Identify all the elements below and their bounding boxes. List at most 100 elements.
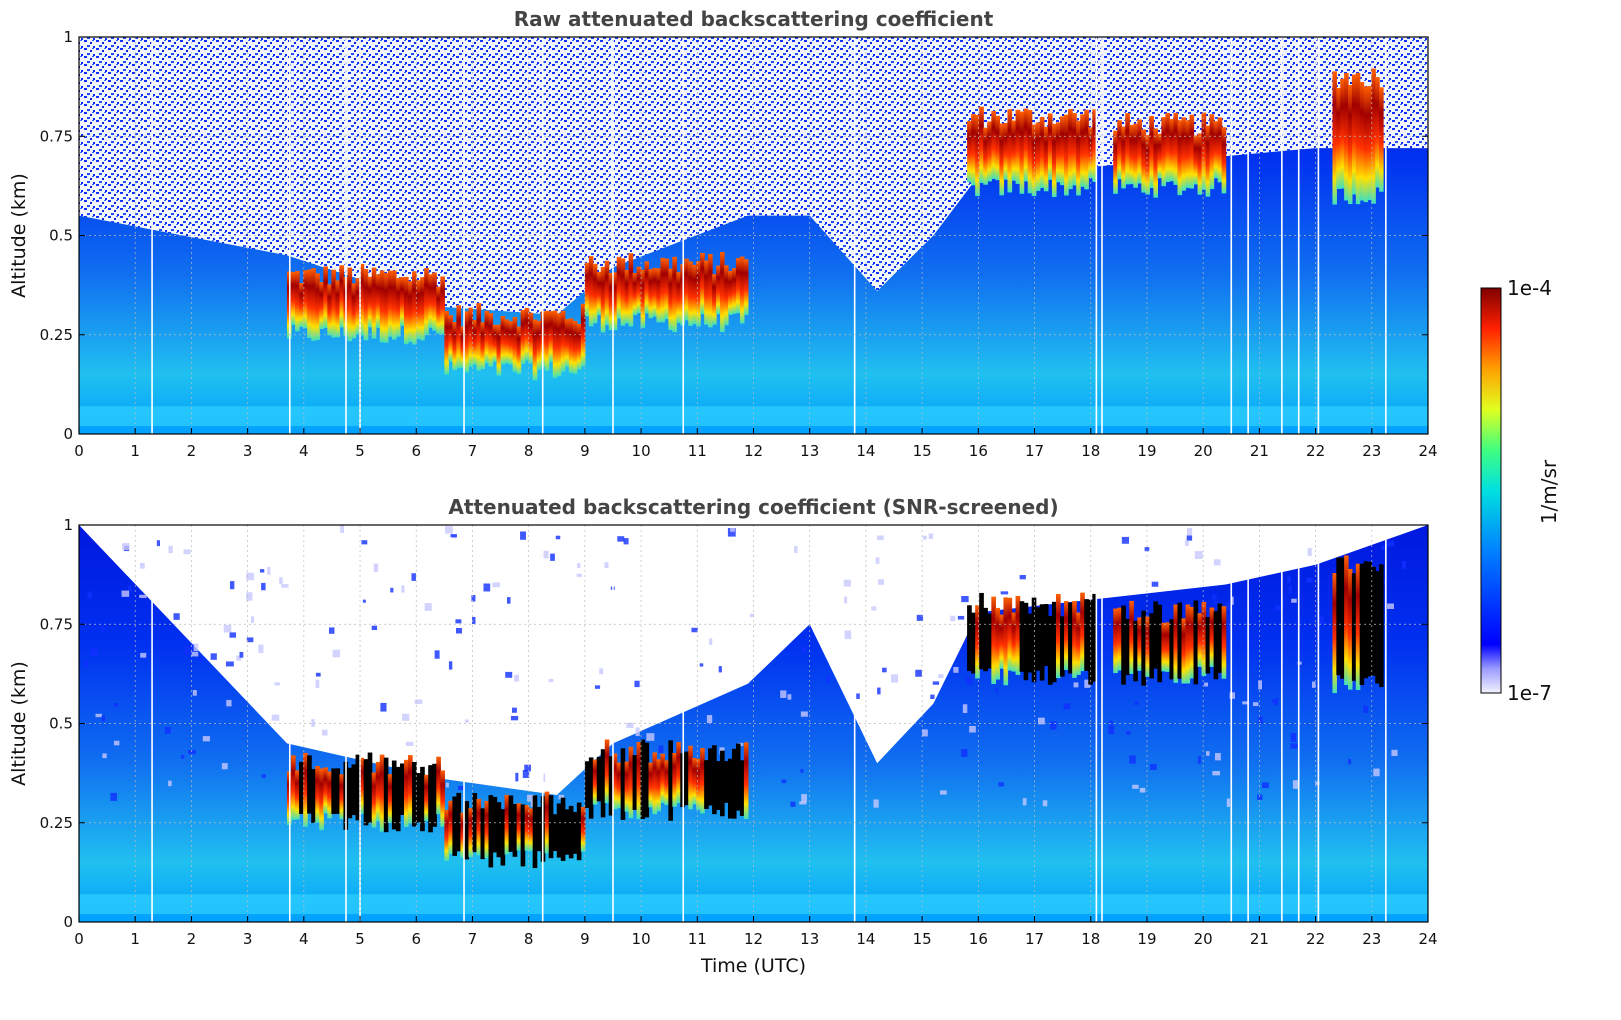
cloud-column xyxy=(432,763,437,827)
cloud-column xyxy=(1221,127,1227,194)
x-tick-label: 22 xyxy=(1306,442,1325,460)
speckle xyxy=(246,637,254,643)
speckle xyxy=(550,553,555,561)
cloud-column xyxy=(1076,612,1081,675)
cloud-column xyxy=(412,271,417,345)
speckle xyxy=(202,736,210,742)
cloud-column xyxy=(504,794,510,855)
cloud-column xyxy=(644,742,650,818)
cloud-column xyxy=(1217,117,1223,183)
speckle xyxy=(1084,679,1091,688)
cloud-column xyxy=(1165,622,1171,672)
cloud-column xyxy=(644,261,650,314)
cloud-column xyxy=(1121,605,1126,685)
cloud-column xyxy=(1363,86,1369,203)
cloud-column xyxy=(339,774,345,820)
cloud-column xyxy=(652,267,658,317)
y-tick-label: 1 xyxy=(63,28,73,46)
cloud-column xyxy=(580,806,586,852)
cloud-column xyxy=(1015,595,1021,675)
cloud-column xyxy=(640,739,646,819)
cloud-column xyxy=(1023,602,1029,681)
cloud-column xyxy=(1068,109,1073,190)
cloud-column xyxy=(1027,110,1033,194)
cloud-column xyxy=(1133,620,1138,682)
speckle xyxy=(1121,536,1130,544)
speckle xyxy=(794,545,798,554)
x-tick-label: 11 xyxy=(688,930,707,948)
cloud-column xyxy=(456,305,462,369)
cloud-column xyxy=(347,767,353,819)
speckle xyxy=(928,533,934,539)
cloud-column xyxy=(468,808,474,858)
cloud-column xyxy=(983,127,988,185)
x-tick-label: 0 xyxy=(74,442,84,460)
cloud-column xyxy=(1197,613,1203,667)
x-tick-label: 8 xyxy=(524,930,534,948)
cloud-column xyxy=(1359,563,1365,685)
speckle xyxy=(1213,559,1221,566)
speckle xyxy=(110,792,118,801)
cloud-column xyxy=(319,768,324,831)
x-tick-label: 23 xyxy=(1362,442,1381,460)
cloud-column xyxy=(1379,564,1384,688)
cloud-column xyxy=(484,800,490,859)
speckle xyxy=(966,677,973,685)
speckle xyxy=(995,688,999,693)
speckle xyxy=(511,707,517,713)
cloud-column xyxy=(452,322,457,371)
cloud-column xyxy=(299,761,304,814)
cloud-column xyxy=(484,310,490,364)
cloud-column xyxy=(1039,116,1045,188)
speckle xyxy=(193,643,199,652)
speckle xyxy=(875,557,880,564)
cloud-column xyxy=(995,607,1001,680)
cloud-column xyxy=(1181,117,1187,191)
speckle xyxy=(555,535,561,540)
cloud-column xyxy=(1351,74,1357,195)
speckle xyxy=(322,729,328,736)
cloud-column xyxy=(592,759,598,805)
x-tick-label: 6 xyxy=(411,930,421,948)
cloud-column xyxy=(1064,114,1069,196)
speckle xyxy=(1373,768,1380,777)
cloud-column xyxy=(1209,114,1215,190)
speckle xyxy=(492,582,500,588)
speckle xyxy=(1290,733,1297,742)
x-tick-label: 6 xyxy=(411,442,421,460)
cloud-column xyxy=(696,758,701,810)
speckle xyxy=(450,534,457,538)
x-tick-label: 24 xyxy=(1418,442,1437,460)
cloud-column xyxy=(728,758,733,819)
speckle xyxy=(315,679,320,689)
cloud-column xyxy=(1145,616,1150,677)
cloud-column xyxy=(464,311,470,373)
x-tick-label: 8 xyxy=(524,442,534,460)
heatmap-area xyxy=(79,525,1428,922)
speckle xyxy=(877,687,881,695)
speckle xyxy=(271,714,280,721)
cloud-column xyxy=(1055,594,1061,679)
speckle xyxy=(1204,682,1209,687)
x-tick-label: 10 xyxy=(632,930,651,948)
cloud-column xyxy=(1185,120,1191,188)
cloud-column xyxy=(512,803,518,857)
cloud-column xyxy=(1035,607,1041,671)
speckle xyxy=(727,528,736,537)
cloud-column xyxy=(1133,123,1138,188)
speckle xyxy=(188,749,196,755)
cloud-column xyxy=(1367,86,1372,201)
cloud-column xyxy=(1344,555,1349,686)
cloud-column xyxy=(1149,613,1154,679)
speckle xyxy=(938,674,944,679)
speckle xyxy=(402,713,410,721)
cloud-column xyxy=(363,759,369,826)
speckle xyxy=(1363,705,1369,713)
speckle xyxy=(871,606,877,611)
cloud-column xyxy=(600,749,606,818)
y-tick-label: 0.5 xyxy=(49,227,73,245)
cloud-column xyxy=(311,769,316,823)
speckle xyxy=(414,699,423,705)
surface-layer xyxy=(79,894,1428,915)
cloud-column xyxy=(1348,84,1353,205)
